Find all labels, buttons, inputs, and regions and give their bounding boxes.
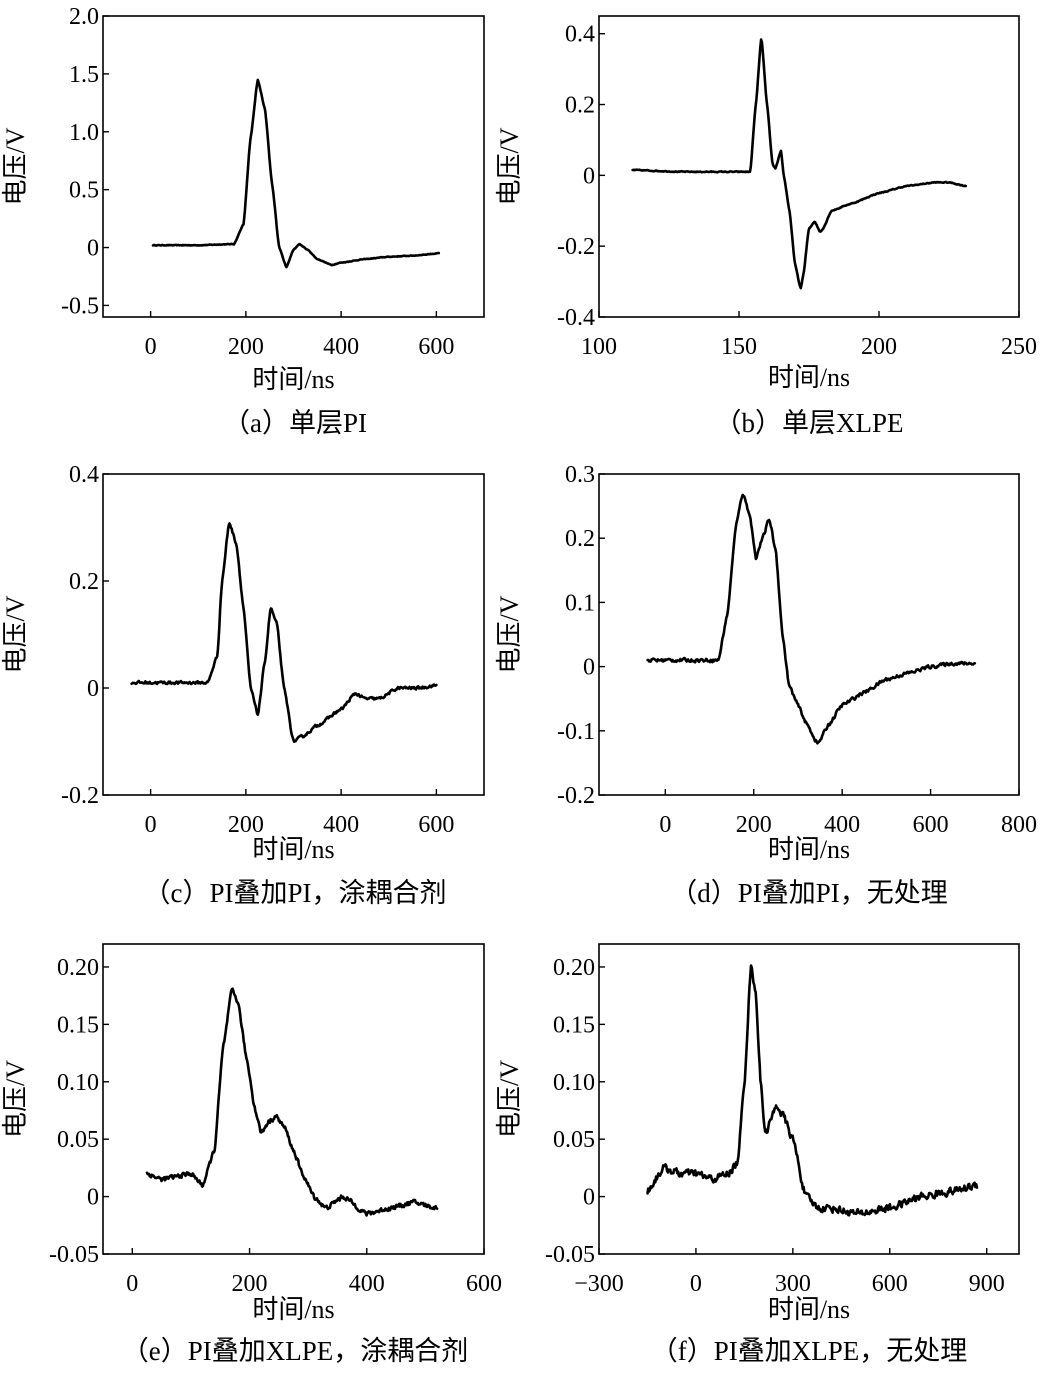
plot-frame [102, 473, 485, 796]
voltage-trace [631, 38, 968, 290]
y-axis-label: 电压/V [1, 1060, 30, 1138]
panel-caption: （f）PI叠加XLPE，无处理 [651, 1336, 968, 1366]
y-tick-label: -0.2 [557, 234, 595, 260]
x-tick-label: 0 [145, 812, 157, 838]
y-tick-label: -0.1 [557, 719, 595, 745]
y-tick-label: 0.4 [69, 462, 99, 488]
y-tick-label: 0 [583, 655, 595, 681]
voltage-trace [145, 987, 439, 1217]
panel-caption: （c）PI叠加PI，涂耦合剂 [144, 878, 447, 908]
x-tick-label: 0 [659, 812, 671, 838]
y-tick-label: 0.10 [57, 1070, 99, 1096]
x-axis-label: 时间/ns [252, 1295, 334, 1324]
y-tick-label: 0.20 [553, 955, 595, 981]
y-tick-label: -0.2 [557, 783, 595, 809]
x-axis-label: 时间/ns [252, 835, 334, 864]
x-tick-label: 150 [721, 334, 757, 360]
chart-panel-4: 0 200 400 600 800 -0.2 -0.1 0 0.1 0.2 0.3 时间/ns 电压/V… [495, 462, 1037, 908]
y-tick-label: 0.2 [565, 526, 595, 552]
x-tick-label: 200 [861, 334, 897, 360]
x-tick-label: 300 [775, 1271, 811, 1297]
x-axis-label: 时间/ns [768, 363, 850, 392]
x-tick-label: 600 [872, 1271, 908, 1297]
chart-panel-1: 0 200 400 600 -0.5 0 0.5 1.0 1.5 2.0 时间/ns 电压/V （a）单… [1, 4, 485, 438]
y-tick-label: 0.1 [565, 590, 595, 616]
y-tick-label: 0.4 [565, 22, 595, 48]
panel-caption: （e）PI叠加XLPE，涂耦合剂 [122, 1336, 469, 1366]
plot-frame [102, 943, 485, 1255]
y-axis-label: 电压/V [495, 595, 524, 673]
y-tick-label: 0.3 [565, 462, 595, 488]
chart-panel-3: 0 200 400 600 -0.2 0 0.2 0.4 时间/ns 电压/V （c）PI叠加PI，… [1, 462, 485, 908]
y-tick-label: 0 [87, 1185, 99, 1211]
x-tick-label: 900 [969, 1271, 1005, 1297]
y-axis-label: 电压/V [495, 1060, 524, 1138]
x-tick-label: 600 [418, 812, 454, 838]
y-tick-label: 2.0 [69, 4, 99, 30]
plot-frame [598, 943, 1020, 1255]
x-tick-label: 600 [913, 812, 949, 838]
x-tick-label: 400 [323, 812, 359, 838]
x-tick-label: 600 [466, 1271, 502, 1297]
x-tick-label: 0 [690, 1271, 702, 1297]
x-tick-label: 200 [228, 812, 264, 838]
x-tick-label: −300 [574, 1271, 624, 1297]
plot-frame [102, 15, 485, 318]
y-axis-label: 电压/V [1, 595, 30, 673]
x-tick-label: 0 [145, 334, 157, 360]
x-tick-label: 250 [1001, 334, 1037, 360]
x-tick-label: 400 [824, 812, 860, 838]
panel-caption: （d）PI叠加PI，无处理 [670, 878, 948, 908]
chart-panel-5: 0 200 400 600 -0.05 0 0.05 0.10 0.15 0.20 时间/ns 电压/… [1, 943, 502, 1366]
plot-frame [598, 473, 1020, 796]
voltage-trace [646, 493, 977, 745]
y-tick-label: -0.05 [545, 1242, 595, 1268]
voltage-trace [646, 964, 979, 1217]
y-axis-label: 电压/V [1, 127, 30, 205]
y-axis-label: 电压/V [495, 127, 524, 205]
x-tick-label: 600 [418, 334, 454, 360]
voltage-trace [151, 78, 441, 269]
y-tick-label: 0.10 [553, 1070, 595, 1096]
y-tick-label: 0 [583, 163, 595, 189]
x-tick-label: 800 [1001, 812, 1037, 838]
x-tick-label: 200 [232, 1271, 268, 1297]
y-tick-label: 0.15 [57, 1012, 99, 1038]
y-tick-label: -0.5 [61, 293, 99, 319]
x-tick-label: 100 [581, 334, 617, 360]
x-axis-label: 时间/ns [768, 1295, 850, 1324]
y-tick-label: -0.2 [61, 783, 99, 809]
x-tick-label: 0 [126, 1271, 138, 1297]
y-tick-label: 0.05 [553, 1127, 595, 1153]
y-tick-label: 1.5 [69, 62, 99, 88]
voltage-trace [130, 522, 438, 743]
y-tick-label: 0 [87, 236, 99, 262]
y-tick-label: -0.05 [49, 1242, 99, 1268]
chart-panel-6: −300 0 300 600 900 -0.05 0 0.05 0.10 0.15 0.20 时间/n… [495, 943, 1020, 1366]
y-tick-label: 0 [583, 1185, 595, 1211]
y-tick-label: 0.15 [553, 1012, 595, 1038]
y-tick-label: 0.05 [57, 1127, 99, 1153]
x-axis-label: 时间/ns [252, 365, 334, 394]
y-tick-label: 0.2 [69, 569, 99, 595]
chart-panel-2: 100 150 200 250 -0.4 -0.2 0 0.2 0.4 时间/ns 电压/V （b）单… [495, 15, 1037, 438]
y-tick-label: 1.0 [69, 120, 99, 146]
x-tick-label: 400 [323, 334, 359, 360]
panel-caption: （b）单层XLPE [715, 408, 904, 438]
y-tick-label: 0.2 [565, 93, 595, 119]
y-tick-label: 0.5 [69, 178, 99, 204]
panel-caption: （a）单层PI [223, 408, 367, 438]
y-tick-label: -0.4 [557, 305, 595, 331]
plot-frame [598, 15, 1020, 318]
y-tick-label: 0 [87, 676, 99, 702]
x-axis-label: 时间/ns [768, 835, 850, 864]
x-tick-label: 400 [349, 1271, 385, 1297]
x-tick-label: 200 [736, 812, 772, 838]
y-tick-label: 0.20 [57, 955, 99, 981]
x-tick-label: 200 [228, 334, 264, 360]
